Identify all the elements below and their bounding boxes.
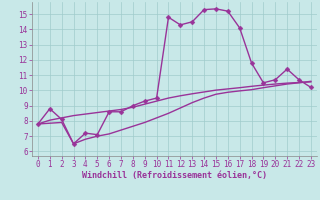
X-axis label: Windchill (Refroidissement éolien,°C): Windchill (Refroidissement éolien,°C) <box>82 171 267 180</box>
